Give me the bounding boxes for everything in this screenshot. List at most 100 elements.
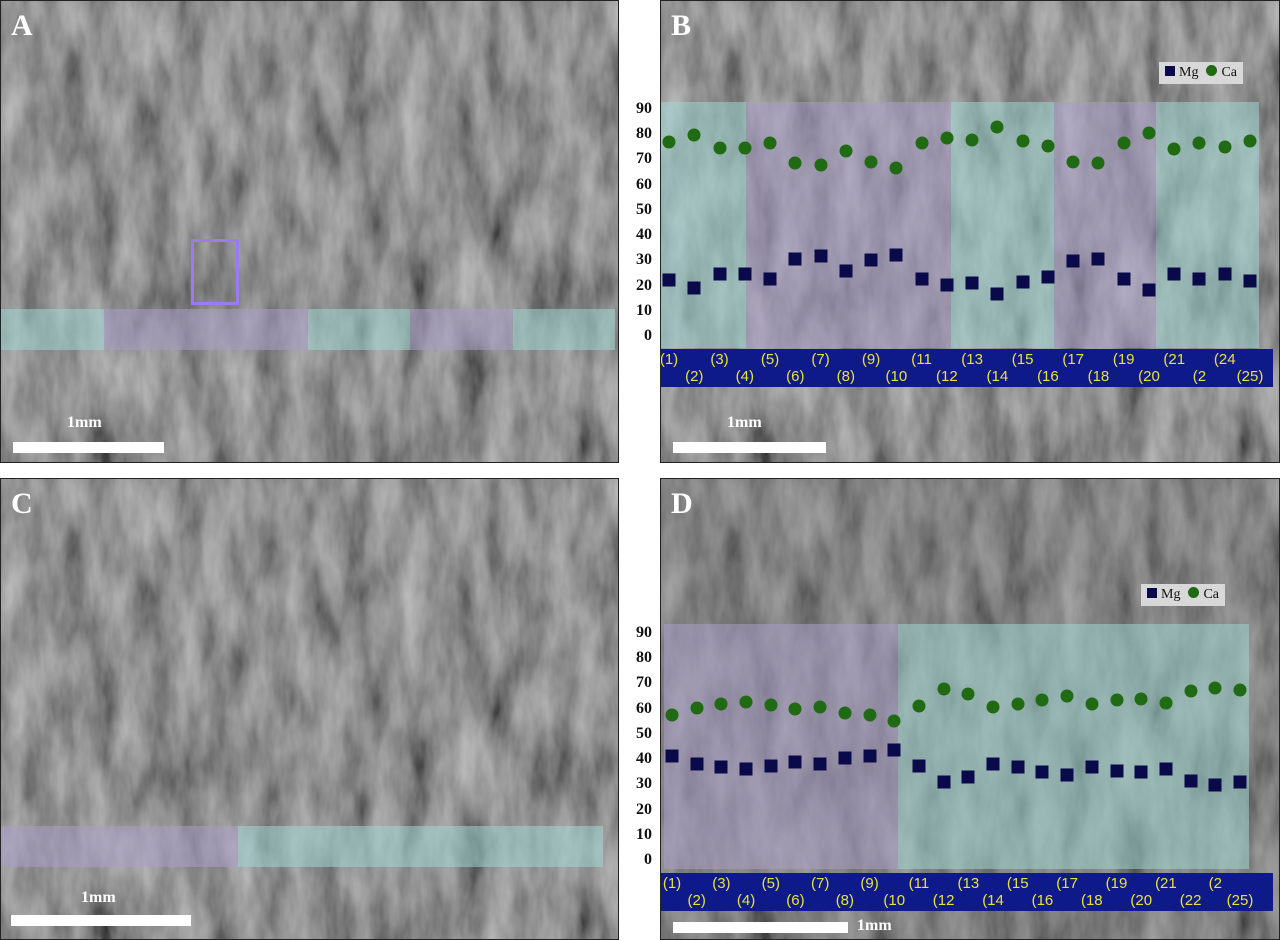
point-label: (21 bbox=[1155, 875, 1177, 892]
mg-data-point bbox=[1035, 765, 1049, 779]
ca-data-point bbox=[1184, 684, 1198, 698]
ca-data-point bbox=[1134, 692, 1148, 706]
ca-data-point bbox=[889, 161, 903, 174]
ca-data-point bbox=[738, 141, 752, 155]
mg-data-point bbox=[839, 264, 853, 278]
ca-data-point bbox=[1110, 693, 1124, 707]
legend-ca: Ca bbox=[1188, 587, 1219, 603]
ca-data-point bbox=[937, 682, 951, 696]
mg-data-point bbox=[662, 273, 676, 287]
panel-b-sem-chart: B Mg Ca 1mm (1) (2) (3) (4) (5) (6) (7) (8) (9)(… bbox=[660, 0, 1280, 463]
band-teal bbox=[238, 826, 603, 867]
y-tick-label: 70 bbox=[636, 150, 652, 168]
y-tick-label: 30 bbox=[636, 775, 652, 793]
point-label: (1) bbox=[661, 351, 679, 368]
point-label: (5) bbox=[761, 875, 780, 892]
point-label: (14 bbox=[986, 368, 1009, 385]
ca-data-point bbox=[1159, 696, 1173, 710]
ca-data-point bbox=[1091, 156, 1105, 170]
point-label: (15 bbox=[1011, 351, 1034, 368]
scale-bar-label: 1mm bbox=[857, 917, 892, 934]
point-label: (15 bbox=[1006, 875, 1029, 892]
ca-data-point bbox=[986, 700, 1000, 714]
legend-ca: Ca bbox=[1206, 65, 1237, 81]
y-tick-label: 30 bbox=[636, 251, 652, 269]
mg-data-point bbox=[889, 248, 903, 262]
mg-data-point bbox=[739, 762, 753, 776]
mg-data-point bbox=[1110, 764, 1124, 778]
ca-data-point bbox=[912, 699, 926, 713]
point-label-bar: (1) (2) (3) (4) (5) (6) (7) (8) (9) (10 (11 (12 (13(… bbox=[661, 349, 1273, 387]
mg-data-point bbox=[1066, 254, 1080, 268]
ca-data-point bbox=[1041, 139, 1055, 153]
mg-data-point bbox=[1016, 275, 1030, 288]
band-teal bbox=[898, 624, 1249, 869]
ca-data-point bbox=[739, 695, 753, 709]
point-label: (16 bbox=[1031, 892, 1054, 909]
mg-data-point bbox=[915, 272, 929, 286]
mg-data-point bbox=[1117, 272, 1131, 286]
band-teal bbox=[308, 309, 410, 350]
y-tick-label: 10 bbox=[636, 301, 652, 319]
ca-data-point bbox=[838, 706, 852, 720]
mg-data-point bbox=[940, 278, 954, 292]
scale-bar bbox=[673, 922, 848, 933]
mg-data-point bbox=[1091, 252, 1105, 266]
ca-data-point bbox=[864, 155, 878, 169]
point-label-bar: (1) (2) (3) (4) (5) (6) (7) (8) (9) (10 (11 (12 (13(… bbox=[661, 873, 1273, 911]
circle-marker-icon bbox=[1206, 65, 1218, 76]
point-label: (2) bbox=[687, 892, 706, 909]
point-label: (6) bbox=[786, 368, 805, 385]
scale-bar-label: 1mm bbox=[67, 414, 102, 431]
ca-data-point bbox=[887, 714, 901, 728]
point-label: (21 bbox=[1163, 351, 1186, 368]
y-tick-label: 0 bbox=[644, 851, 652, 868]
point-label: (17 bbox=[1062, 351, 1085, 368]
ca-data-point bbox=[788, 156, 802, 170]
point-label: (18 bbox=[1087, 368, 1110, 385]
mg-data-point bbox=[961, 770, 975, 784]
ca-data-point bbox=[687, 128, 701, 142]
band-teal bbox=[1, 309, 104, 350]
ca-data-point bbox=[1117, 136, 1131, 150]
mg-data-point bbox=[1085, 760, 1099, 774]
point-label: (2 bbox=[1192, 368, 1207, 385]
point-label: (2 bbox=[1208, 875, 1222, 892]
band-purple bbox=[1, 826, 238, 867]
scale-bar bbox=[11, 915, 191, 926]
mg-data-point bbox=[965, 276, 979, 290]
legend-mg: Mg bbox=[1165, 65, 1198, 81]
y-tick-label: 60 bbox=[636, 699, 652, 717]
ca-data-point bbox=[1243, 134, 1257, 148]
point-label: (19 bbox=[1105, 875, 1128, 892]
ca-data-point bbox=[1233, 683, 1247, 697]
ca-data-point bbox=[965, 133, 979, 147]
point-label: (14 bbox=[982, 892, 1004, 909]
point-label: (12 bbox=[936, 368, 958, 385]
ca-data-point bbox=[1011, 697, 1025, 711]
point-label: (11 bbox=[911, 351, 932, 368]
point-label: (8) bbox=[835, 892, 855, 909]
point-label: (13 bbox=[961, 351, 983, 368]
point-label: (10 bbox=[883, 892, 906, 909]
point-label: (4) bbox=[735, 368, 754, 385]
y-tick-label: 80 bbox=[636, 649, 652, 667]
ca-data-point bbox=[662, 135, 676, 149]
scale-bar-label: 1mm bbox=[81, 889, 116, 906]
ca-data-point bbox=[1208, 681, 1222, 695]
scale-bar-label: 1mm bbox=[727, 414, 762, 431]
ca-data-point bbox=[813, 700, 827, 714]
point-label: (22 bbox=[1179, 892, 1202, 909]
ca-data-point bbox=[714, 697, 728, 711]
mg-data-point bbox=[763, 272, 777, 286]
panel-c-sem-image: C 1mm bbox=[0, 478, 619, 940]
y-axis-b: 90 80 70 60 50 40 30 20 10 0 bbox=[612, 0, 652, 463]
mg-data-point bbox=[864, 253, 878, 267]
mg-data-point bbox=[1134, 765, 1148, 779]
ca-data-point bbox=[915, 136, 929, 150]
point-label: (9) bbox=[861, 351, 881, 368]
legend-mg-label: Mg bbox=[1161, 587, 1181, 602]
point-label: (7) bbox=[811, 875, 830, 892]
panel-letter: D bbox=[671, 487, 693, 520]
mg-data-point bbox=[838, 751, 852, 765]
